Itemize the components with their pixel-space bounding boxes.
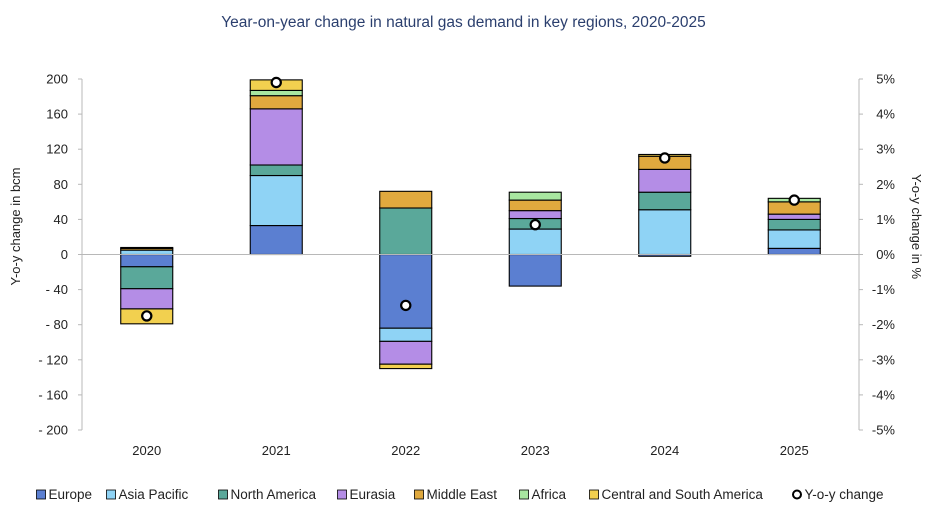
bar-segment: [508, 191, 562, 201]
y-tick-label: 160: [46, 107, 68, 122]
x-tick-label: 2022: [391, 443, 420, 458]
y-tick-label: - 120: [38, 352, 68, 367]
bar-segment: [249, 89, 303, 97]
legend-label: Middle East: [427, 487, 498, 502]
y-tick-label: 200: [46, 72, 68, 87]
bar-segment: [379, 327, 433, 342]
y-tick-label: - 40: [46, 282, 68, 297]
bar-segment: [249, 224, 303, 256]
bar-segment: [379, 253, 433, 329]
y2-tick-label: -2%: [872, 317, 896, 332]
legend-label: Asia Pacific: [119, 487, 189, 502]
legend-label: North America: [231, 487, 317, 502]
y-tick-label: 0: [61, 247, 68, 262]
bar-segment: [767, 247, 821, 256]
legend-swatch: [36, 489, 46, 500]
y2-tick-label: 1%: [876, 212, 895, 227]
bar-segment: [120, 246, 174, 249]
legend-swatch: [519, 489, 529, 500]
y2-tick-label: 2%: [876, 177, 895, 192]
bar-segment: [249, 174, 303, 227]
bar-segment: [379, 340, 433, 365]
y-tick-label: - 80: [46, 317, 68, 332]
legend-swatch: [106, 489, 116, 500]
legend-swatch: [337, 489, 347, 500]
legend-label: Eurasia: [350, 487, 396, 502]
bar-segment: [508, 199, 562, 212]
y2-axis-title: Y-o-y change in %: [909, 174, 924, 279]
chart-title: Year-on-year change in natural gas deman…: [221, 14, 706, 31]
x-tick-label: 2024: [650, 443, 679, 458]
bar-segment: [638, 191, 692, 211]
y2-tick-label: 3%: [876, 142, 895, 157]
x-tick-label: 2025: [780, 443, 809, 458]
bar-segment: [120, 253, 174, 268]
yoy-change-point: [400, 299, 412, 312]
bar-segment: [767, 218, 821, 231]
yoy-change-point: [270, 76, 282, 89]
legend-label: Europe: [49, 487, 93, 502]
y-axis-title: Y-o-y change in bcm: [8, 167, 23, 285]
x-tick-label: 2020: [132, 443, 161, 458]
legend-label: Africa: [532, 487, 567, 502]
legend-label: Central and South America: [602, 487, 764, 502]
bar-segment: [249, 164, 303, 177]
legend-label: Y-o-y change: [805, 487, 884, 502]
y2-tick-label: 4%: [876, 107, 895, 122]
y-tick-label: 120: [46, 142, 68, 157]
y2-tick-label: -1%: [872, 282, 896, 297]
y2-tick-label: 5%: [876, 72, 895, 87]
yoy-change-point: [141, 310, 153, 322]
y2-tick-label: 0%: [876, 247, 895, 262]
bar-segment: [379, 363, 433, 370]
legend-swatch: [218, 489, 228, 500]
y-tick-label: 40: [54, 212, 68, 227]
bar-segment: [508, 210, 562, 220]
bar-segment: [249, 95, 303, 110]
y-tick-label: - 200: [38, 423, 68, 438]
bar-segment: [120, 288, 174, 310]
bar-segment: [379, 207, 433, 256]
y2-tick-label: -3%: [872, 352, 896, 367]
x-tick-label: 2023: [521, 443, 550, 458]
y2-tick-label: -4%: [872, 387, 896, 402]
x-tick-label: 2021: [262, 443, 291, 458]
bar-segment: [767, 213, 821, 220]
bar-segment: [767, 229, 821, 249]
bar-segment: [120, 266, 174, 290]
legend-marker: [792, 489, 802, 500]
bar-segment: [508, 253, 562, 287]
legend-swatch: [589, 489, 599, 500]
y-tick-label: 80: [54, 177, 68, 192]
bar-segment: [249, 108, 303, 166]
bar-segment: [508, 228, 562, 256]
legend-swatch: [414, 489, 424, 500]
y-tick-label: - 160: [38, 387, 68, 402]
yoy-change-point: [529, 218, 541, 231]
bar-segment: [638, 209, 692, 256]
bar-segment: [120, 249, 174, 256]
y2-tick-label: -5%: [872, 423, 896, 438]
yoy-change-point: [659, 152, 671, 164]
bar-segment: [379, 190, 433, 209]
yoy-change-point: [788, 194, 800, 206]
bar-segment: [638, 168, 692, 193]
